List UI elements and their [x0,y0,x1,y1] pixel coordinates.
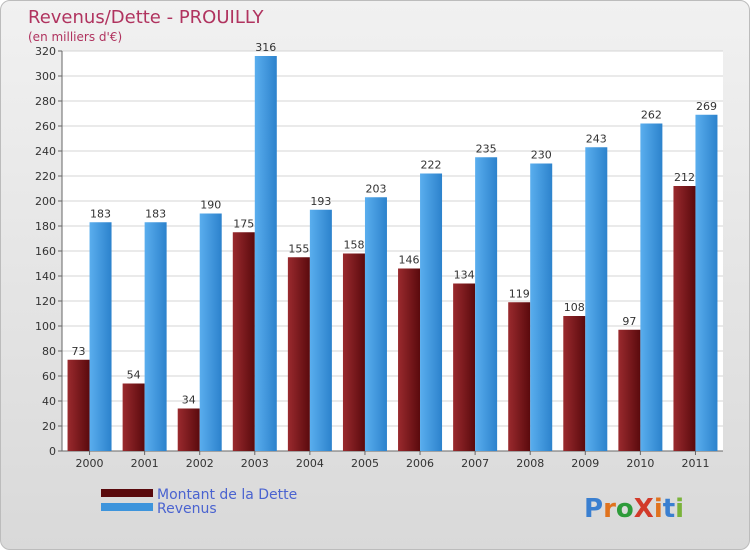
value-label-dette: 119 [509,287,530,300]
x-tick-label: 2007 [461,457,489,470]
x-tick-label: 2000 [76,457,104,470]
y-axis: 0 20 40 60 80 100 120 140 160 180 200 220 240 260 280 3… [35,45,723,458]
bar-revenus [254,56,277,451]
bar-revenus [144,222,167,451]
x-tick-label: 2002 [186,457,214,470]
legend-label-revenus: Revenus [157,501,217,517]
y-tick-label: 20 [42,420,56,433]
y-tick-label: 140 [35,270,56,283]
bar-dette [232,232,255,451]
grid [62,50,723,452]
bar-dette [398,268,421,451]
value-label-revenus: 183 [90,207,111,220]
value-label-revenus: 262 [641,109,662,122]
bar-revenus [530,163,553,451]
bar-revenus [695,114,718,451]
bar-dette [177,408,200,451]
bar-dette [122,383,145,451]
y-tick-label: 40 [42,395,56,408]
value-label-revenus: 222 [421,159,442,172]
y-tick-label: 200 [35,195,56,208]
y-tick-label: 160 [35,245,56,258]
y-tick-label: 320 [35,45,56,58]
value-label-revenus: 193 [310,195,331,208]
chart-title: Revenus/Dette - PROUILLY [28,7,264,28]
proxiti-logo: ProXiti [584,494,684,524]
y-tick-label: 180 [35,220,56,233]
x-tick-label: 2011 [681,457,709,470]
bar-revenus [475,157,498,451]
y-tick-label: 260 [35,120,56,133]
value-label-dette: 97 [622,315,636,328]
bar-dette [342,253,365,451]
bar-revenus [309,209,332,451]
legend-swatch-revenus [101,503,153,511]
value-label-revenus: 230 [531,149,552,162]
x-tick-label: 2006 [406,457,434,470]
value-label-revenus: 190 [200,199,221,212]
x-tick-label: 2003 [241,457,269,470]
bar-dette [618,329,641,451]
bar-revenus [364,197,387,451]
x-tick-label: 2008 [516,457,544,470]
chart-subtitle: (en milliers d'€) [28,30,122,44]
bars: 73 183 54 183 34 190 175 316 155 193 158 203 146 222 1… [67,41,718,451]
bar-revenus [199,213,222,451]
value-label-revenus: 183 [145,207,166,220]
x-tick-label: 2004 [296,457,324,470]
y-tick-label: 120 [35,295,56,308]
bar-dette [453,283,476,451]
value-label-revenus: 235 [476,142,497,155]
y-tick-label: 240 [35,145,56,158]
legend-swatch-dette [101,489,153,497]
bar-dette [67,359,90,451]
value-label-dette: 146 [399,254,420,267]
bar-dette [673,186,696,451]
legend-label-dette: Montant de la Dette [157,487,297,503]
bar-revenus [89,222,112,451]
y-tick-label: 300 [35,70,56,83]
value-label-dette: 212 [674,171,695,184]
value-label-dette: 158 [343,239,364,252]
value-label-dette: 54 [127,369,141,382]
bar-dette [508,302,531,451]
bar-dette [563,316,586,451]
value-label-revenus: 243 [586,132,607,145]
value-label-dette: 134 [454,269,475,282]
x-tick-label: 2009 [571,457,599,470]
value-label-dette: 108 [564,301,585,314]
x-tick-label: 2001 [131,457,159,470]
x-axis: 2000 2001 2002 2003 2004 2005 2006 2007 2008 2009… [76,451,709,470]
bar-dette [287,257,310,451]
x-tick-label: 2010 [626,457,654,470]
bar-revenus [420,173,443,451]
bar-revenus [585,147,608,451]
y-tick-label: 0 [49,445,56,458]
value-label-revenus: 269 [696,100,717,113]
y-tick-label: 80 [42,345,56,358]
value-label-dette: 155 [288,242,309,255]
y-tick-label: 60 [42,370,56,383]
y-tick-label: 280 [35,95,56,108]
y-tick-label: 220 [35,170,56,183]
value-label-dette: 73 [72,345,86,358]
value-label-revenus: 316 [255,41,276,54]
value-label-dette: 34 [182,394,196,407]
y-tick-label: 100 [35,320,56,333]
bar-revenus [640,123,663,451]
value-label-dette: 175 [233,217,254,230]
x-tick-label: 2005 [351,457,379,470]
value-label-revenus: 203 [365,182,386,195]
